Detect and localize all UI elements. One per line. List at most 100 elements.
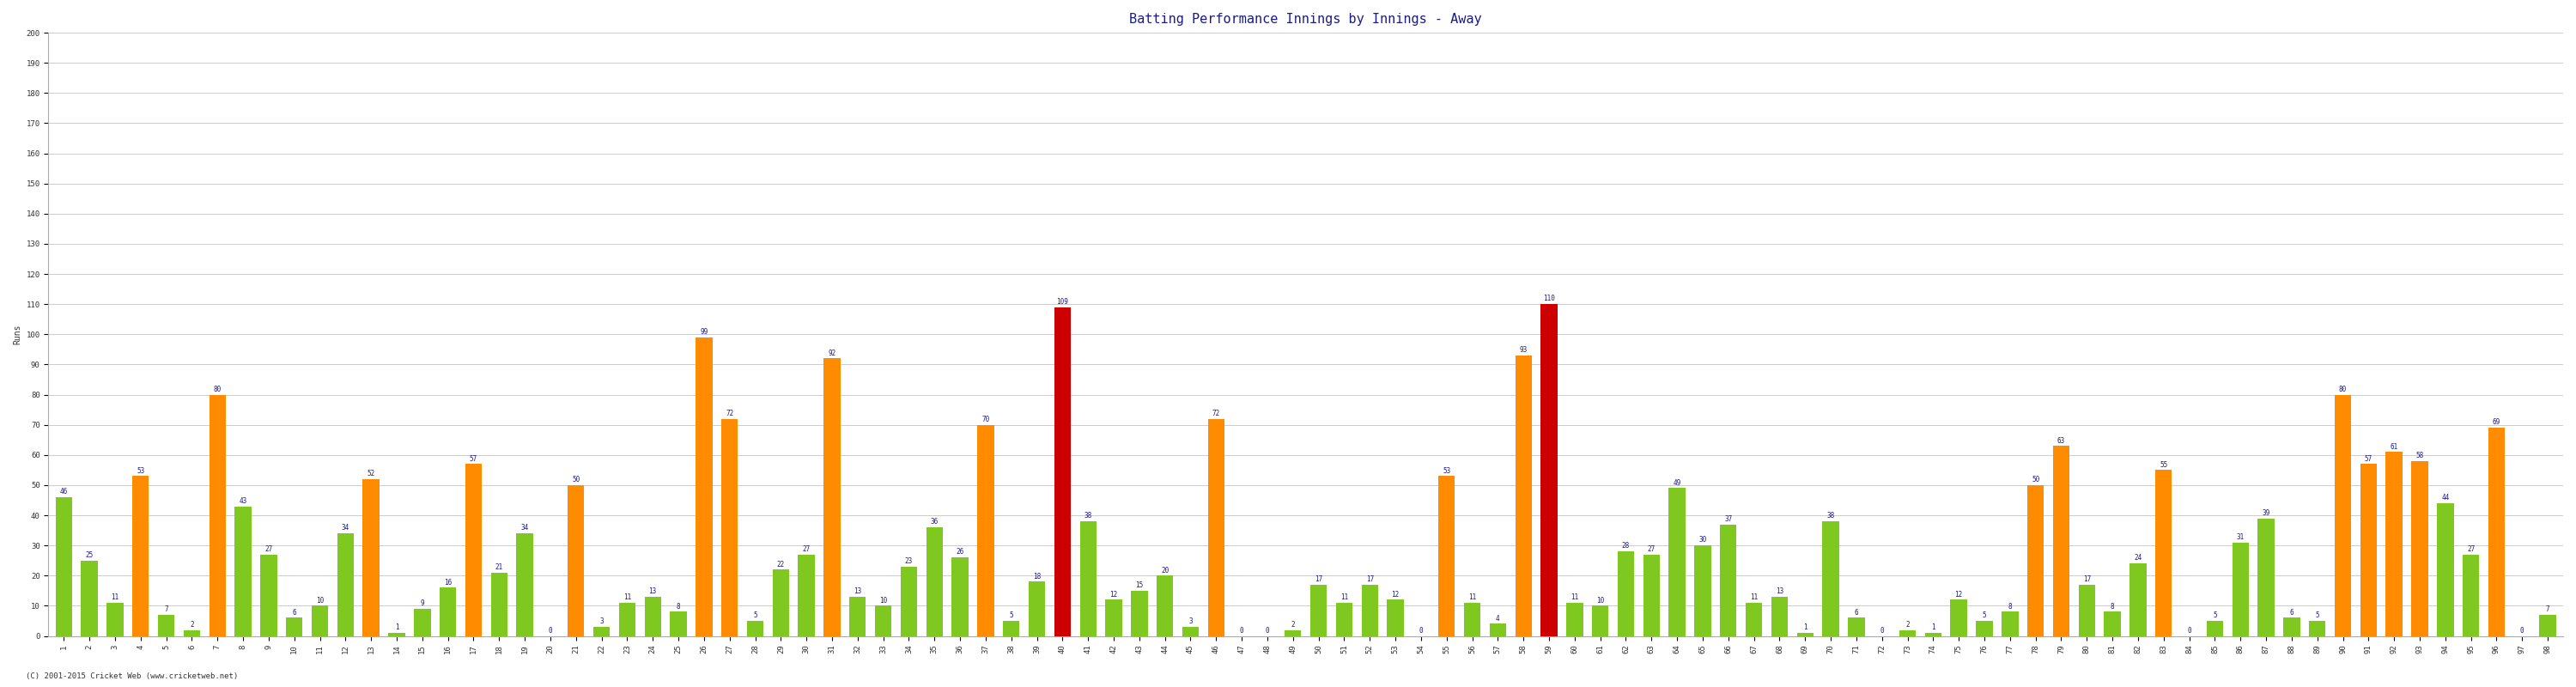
Text: 21: 21 — [495, 563, 502, 571]
Bar — [1976, 621, 1994, 636]
Bar — [312, 606, 327, 636]
Bar — [1337, 602, 1352, 636]
Text: 34: 34 — [520, 524, 528, 532]
Text: 92: 92 — [827, 349, 837, 357]
Text: 15: 15 — [1136, 581, 1144, 589]
Bar — [2027, 485, 2043, 636]
Text: 72: 72 — [726, 409, 734, 417]
Text: 13: 13 — [649, 587, 657, 595]
Bar — [1157, 576, 1172, 636]
Text: 23: 23 — [904, 557, 912, 565]
Bar — [466, 464, 482, 636]
Bar — [1950, 600, 1968, 636]
Bar — [670, 612, 688, 636]
Text: 13: 13 — [1775, 587, 1783, 595]
Text: 17: 17 — [1365, 576, 1373, 583]
Bar — [515, 533, 533, 636]
Text: 10: 10 — [1597, 596, 1605, 605]
Text: (C) 2001-2015 Cricket Web (www.cricketweb.net): (C) 2001-2015 Cricket Web (www.cricketwe… — [26, 673, 237, 680]
Text: 99: 99 — [701, 328, 708, 336]
Text: 58: 58 — [2416, 452, 2424, 460]
Text: 13: 13 — [853, 587, 860, 595]
Bar — [1437, 476, 1455, 636]
Text: 6: 6 — [2290, 609, 2293, 616]
Bar — [2208, 621, 2223, 636]
Text: 7: 7 — [165, 605, 167, 613]
Bar — [1669, 488, 1685, 636]
Text: 43: 43 — [240, 497, 247, 505]
Text: 10: 10 — [878, 596, 886, 605]
Bar — [234, 506, 252, 636]
Text: 8: 8 — [2009, 602, 2012, 610]
Bar — [2463, 554, 2478, 636]
Bar — [1821, 521, 1839, 636]
Text: 0: 0 — [549, 627, 551, 634]
Text: 27: 27 — [1649, 545, 1656, 553]
Bar — [183, 630, 201, 636]
Text: 5: 5 — [1010, 611, 1012, 620]
Bar — [773, 570, 788, 636]
Text: 1: 1 — [394, 624, 399, 631]
Bar — [1028, 582, 1046, 636]
Text: 5: 5 — [752, 611, 757, 620]
Text: 11: 11 — [1340, 594, 1347, 601]
Text: 27: 27 — [2468, 545, 2476, 553]
Text: 10: 10 — [317, 596, 325, 605]
Bar — [1131, 591, 1149, 636]
Text: 61: 61 — [2391, 442, 2398, 451]
Bar — [1643, 554, 1659, 636]
Text: 38: 38 — [1826, 512, 1834, 520]
Text: 93: 93 — [1520, 346, 1528, 354]
Bar — [2130, 563, 2146, 636]
Bar — [592, 627, 611, 636]
Bar — [2540, 615, 2555, 636]
Text: 46: 46 — [59, 488, 67, 496]
Bar — [2053, 446, 2069, 636]
Bar — [1182, 627, 1198, 636]
Text: 0: 0 — [1239, 627, 1244, 634]
Text: 16: 16 — [443, 578, 451, 586]
Bar — [1899, 630, 1917, 636]
Bar — [567, 485, 585, 636]
Bar — [1798, 633, 1814, 636]
Bar — [1566, 602, 1584, 636]
Text: 36: 36 — [930, 518, 938, 526]
Bar — [824, 359, 840, 636]
Bar — [1208, 419, 1224, 636]
Text: 8: 8 — [677, 602, 680, 610]
Bar — [618, 602, 636, 636]
Bar — [80, 561, 98, 636]
Bar — [747, 621, 762, 636]
Text: 53: 53 — [1443, 467, 1450, 475]
Text: 80: 80 — [214, 385, 222, 393]
Bar — [106, 602, 124, 636]
Bar — [363, 479, 379, 636]
Bar — [2105, 612, 2120, 636]
Text: 7: 7 — [2545, 605, 2550, 613]
Bar — [286, 618, 301, 636]
Bar — [850, 597, 866, 636]
Text: 12: 12 — [1391, 591, 1399, 598]
Text: 0: 0 — [1880, 627, 1883, 634]
Text: 22: 22 — [778, 561, 786, 568]
Bar — [799, 554, 814, 636]
Y-axis label: Runs: Runs — [13, 324, 21, 344]
Text: 6: 6 — [291, 609, 296, 616]
Text: 6: 6 — [1855, 609, 1857, 616]
Bar — [1054, 307, 1072, 636]
Bar — [976, 425, 994, 636]
Bar — [1924, 633, 1942, 636]
Bar — [1002, 621, 1020, 636]
Text: 0: 0 — [2519, 627, 2524, 634]
Text: 18: 18 — [1033, 572, 1041, 580]
Text: 2: 2 — [1291, 620, 1296, 629]
Bar — [415, 609, 430, 636]
Text: 12: 12 — [1110, 591, 1118, 598]
Text: 53: 53 — [137, 467, 144, 475]
Bar — [1489, 624, 1507, 636]
Bar — [2360, 464, 2378, 636]
Bar — [902, 567, 917, 636]
Text: 17: 17 — [1314, 576, 1321, 583]
Bar — [337, 533, 353, 636]
Text: 12: 12 — [1955, 591, 1963, 598]
